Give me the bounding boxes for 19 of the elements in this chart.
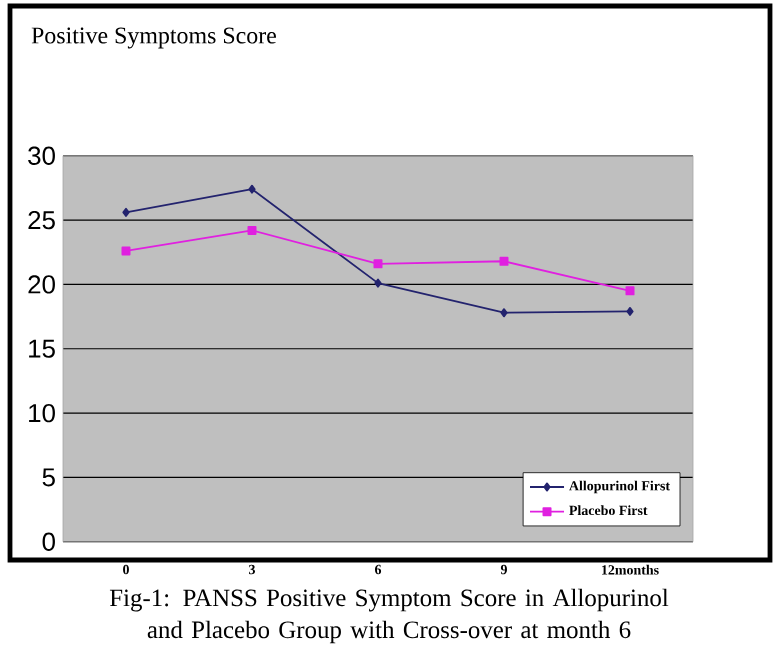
y-tick-label: 5 [42,468,55,487]
point [248,184,256,194]
point [499,256,509,266]
y-tick-label: 30 [28,146,55,165]
point [122,207,130,217]
y-tick-label: 15 [29,339,55,358]
chart-title: Positive Symptoms Score [31,27,276,49]
y-tick-label: 10 [29,403,55,423]
y-tick-label: 0 [42,532,55,551]
point [625,286,635,296]
y-tick-label: 20 [28,275,55,294]
point [247,225,257,235]
point [121,246,131,256]
point [373,259,383,269]
point [374,278,382,288]
y-tick-label: 25 [28,210,55,230]
point [500,308,508,318]
text: Fig-1: PANSS Positive Symptom Score in Allopurinol and Placebo Group with Cross-over at month 6 [109,588,669,644]
point [626,306,634,316]
